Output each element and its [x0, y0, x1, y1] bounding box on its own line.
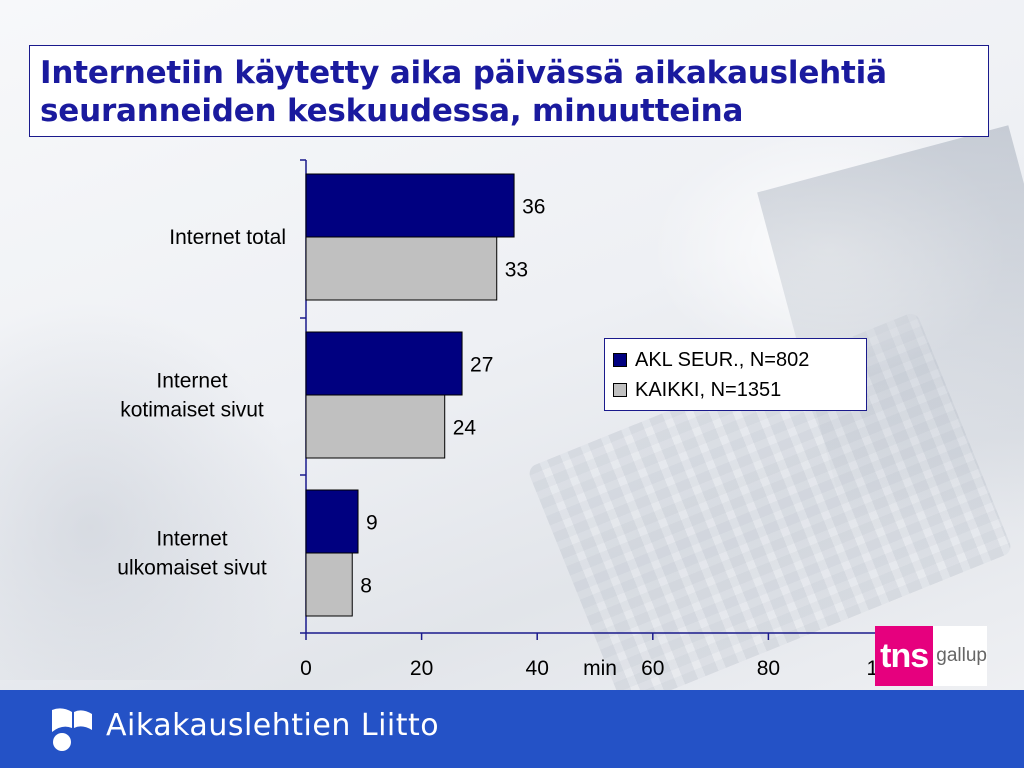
- bar-value-label: 9: [366, 512, 378, 535]
- bar-akl-seur: [305, 489, 359, 554]
- bar-chart: 020406080100min3633Internet total2724Int…: [117, 159, 902, 680]
- bar-kaikki: [305, 394, 446, 459]
- footer-bar: Aikakauslehtien Liitto: [0, 690, 1024, 768]
- tns-logo-mark: tns: [875, 626, 934, 686]
- category-label: Internet: [156, 370, 227, 393]
- footer-brand-name: Aikakauslehtien Liitto: [106, 708, 440, 743]
- category-label: Internet total: [169, 226, 286, 249]
- category-label: kotimaiset sivut: [120, 399, 264, 422]
- title-box: Internetiin käytetty aika päivässä aikak…: [29, 45, 989, 137]
- bar-kaikki: [305, 552, 353, 617]
- x-tick-label: 80: [757, 657, 780, 680]
- legend-swatch-series-2: [613, 383, 627, 397]
- bar-value-label: 36: [522, 196, 545, 219]
- gallup-logo-text: gallup: [936, 645, 987, 666]
- legend-entry-series-2: KAIKKI, N=1351: [613, 375, 866, 405]
- background-photo: [0, 120, 1024, 690]
- x-axis-label: min: [583, 657, 617, 680]
- tns-gallup-logo: tns gallup: [875, 626, 987, 686]
- bar-kaikki: [305, 236, 498, 301]
- bar-value-label: 8: [360, 575, 372, 598]
- bar-akl-seur: [305, 173, 515, 238]
- bar-akl-seur: [305, 331, 463, 396]
- bar-value-label: 33: [505, 259, 528, 282]
- x-tick-label: 0: [300, 657, 312, 680]
- aikakauslehtien-liitto-logo-icon: [52, 708, 92, 751]
- legend-label-series-1: AKL SEUR., N=802: [635, 348, 810, 371]
- x-tick-label: 20: [410, 657, 433, 680]
- chart-legend: AKL SEUR., N=802 KAIKKI, N=1351: [604, 338, 867, 411]
- slide-title: Internetiin käytetty aika päivässä aikak…: [40, 55, 887, 129]
- legend-label-series-2: KAIKKI, N=1351: [635, 378, 782, 401]
- legend-swatch-series-1: [613, 353, 627, 367]
- x-tick-label: 60: [641, 657, 664, 680]
- legend-entry-series-1: AKL SEUR., N=802: [613, 345, 866, 375]
- category-label: ulkomaiset sivut: [117, 557, 267, 580]
- x-tick-label: 40: [526, 657, 549, 680]
- bar-value-label: 27: [470, 354, 493, 377]
- category-label: Internet: [156, 528, 227, 551]
- bar-value-label: 24: [453, 417, 477, 440]
